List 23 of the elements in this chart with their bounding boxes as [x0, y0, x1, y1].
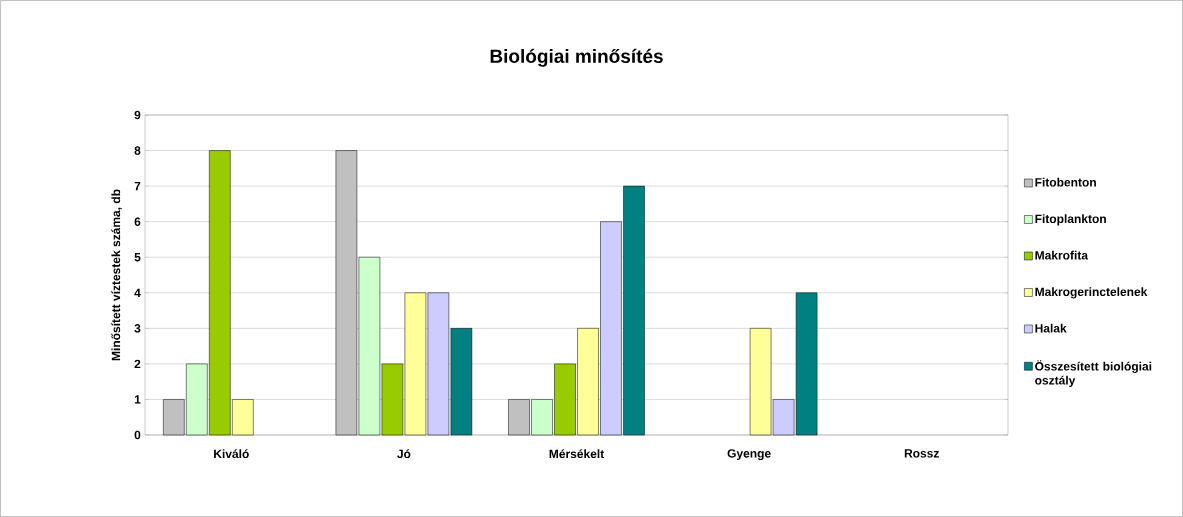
y-tick-label: 7 — [134, 181, 141, 191]
y-tick-label: 1 — [134, 395, 141, 404]
y-tick-label: 5 — [134, 253, 141, 262]
x-tick-label: Gyenge — [727, 449, 771, 461]
y-tick-label: 0 — [134, 430, 141, 440]
y-tick-label: 2 — [134, 359, 141, 369]
x-tick-label: Mérsékelt — [549, 449, 605, 459]
legend-label: Fitobenton — [1035, 177, 1096, 187]
y-tick-label: 8 — [134, 146, 141, 155]
y-tick-label: 6 — [134, 217, 141, 226]
y-axis-title: Minősített víztestek száma, db — [111, 189, 122, 361]
chart-title: Biológiai minősítés — [490, 48, 663, 67]
x-tick-label: Jó — [397, 449, 411, 459]
x-tick-label: Rossz — [904, 449, 939, 458]
legend-label: Fitoplankton — [1035, 214, 1106, 226]
legend-label: Makrogerinctelenek — [1035, 287, 1148, 299]
legend-label: Halak — [1035, 323, 1067, 333]
x-tick-label: Kiváló — [214, 449, 249, 459]
y-tick-label: 3 — [134, 324, 141, 333]
y-tick-label: 9 — [134, 110, 141, 120]
legend-label: Összesített biológiai osztály — [1035, 360, 1152, 387]
y-tick-label: 4 — [134, 288, 141, 297]
legend-label: Makrofita — [1035, 250, 1089, 260]
